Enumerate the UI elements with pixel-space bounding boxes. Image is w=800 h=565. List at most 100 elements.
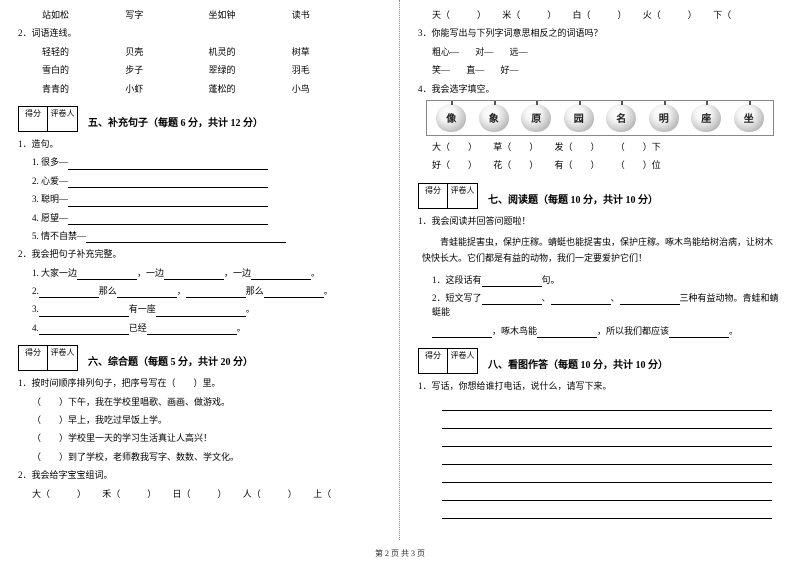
c: 粗心— xyxy=(432,45,459,59)
blank[interactable] xyxy=(68,177,268,188)
grader-label: 评卷人 xyxy=(48,345,78,371)
blank[interactable] xyxy=(39,287,99,298)
match-r-1: 羽毛 xyxy=(292,63,375,77)
blank[interactable] xyxy=(432,327,492,338)
blank[interactable] xyxy=(147,324,237,335)
c: 下（ xyxy=(713,8,731,22)
posture-3: 坐如钟 xyxy=(209,8,292,22)
t: ，一边 xyxy=(137,268,164,278)
apple-icon: 名 xyxy=(606,104,636,132)
q5-1-2: 3. 聪明— xyxy=(18,192,381,206)
blank[interactable] xyxy=(264,287,324,298)
q5-2: 2．我会把句子补充完整。 xyxy=(18,247,381,261)
char-row1: 天（ ） 米（ ） 白（ ） 火（ ） 下（ xyxy=(418,8,782,22)
q4-row1: 大（ ） 草（ ） 发（ ） （ ）下 xyxy=(418,140,782,154)
q4-row2: 好（ ） 花（ ） 有（ ） （ ）位 xyxy=(418,158,782,172)
posture-row: 站如松 写字 坐如钟 读书 xyxy=(18,8,381,22)
left-column: 站如松 写字 坐如钟 读书 2．词语连线。 轻轻的 贝壳 机灵的 树草 雪白的 … xyxy=(0,0,400,540)
apple-icon: 原 xyxy=(521,104,551,132)
q5-1-1-txt: 2. 心爱— xyxy=(32,176,68,186)
c: 人（ ） xyxy=(243,487,297,501)
writing-line[interactable] xyxy=(442,487,772,501)
q5-1-4-txt: 5. 情不自禁— xyxy=(32,231,86,241)
blank[interactable] xyxy=(482,276,542,287)
blank[interactable] xyxy=(669,327,729,338)
writing-line[interactable] xyxy=(442,397,772,411)
writing-line[interactable] xyxy=(442,433,772,447)
q2-label: 2．词语连线。 xyxy=(18,26,381,40)
score-label: 得分 xyxy=(418,348,448,374)
section-6-title: 六、综合题（每题 5 分，共计 20 分） xyxy=(88,353,381,368)
writing-line[interactable] xyxy=(442,469,772,483)
t: 那么 xyxy=(246,286,264,296)
match-m2-0: 机灵的 xyxy=(209,45,292,59)
t: 1. 大家一边 xyxy=(32,268,77,278)
t: ， xyxy=(177,286,186,296)
match-grid: 轻轻的 贝壳 机灵的 树草 雪白的 步子 翠绿的 羽毛 青青的 小虾 蓬松的 小… xyxy=(18,45,381,96)
blank[interactable] xyxy=(251,269,311,280)
apple-icon: 座 xyxy=(691,104,721,132)
posture-1: 站如松 xyxy=(42,8,125,22)
q6-1-3: （ ）到了学校，老师教我写字、数数、学文化。 xyxy=(18,450,381,464)
blank[interactable] xyxy=(68,196,268,207)
c: 发（ ） xyxy=(555,140,600,154)
q3-row1: 粗心— 对— 远— xyxy=(418,45,782,59)
q5-1-0: 1. 很多— xyxy=(18,155,381,169)
t: 、 xyxy=(611,293,620,303)
blank[interactable] xyxy=(117,287,177,298)
score-label: 得分 xyxy=(18,106,48,132)
t: ，所以我们都应该 xyxy=(597,326,669,336)
c: 大（ ） xyxy=(32,487,86,501)
c: 米（ ） xyxy=(502,8,556,22)
q6-1: 1．按时间顺序排列句子，把序号写在（ ）里。 xyxy=(18,376,381,390)
blank[interactable] xyxy=(620,294,680,305)
writing-line[interactable] xyxy=(442,451,772,465)
writing-line[interactable] xyxy=(442,415,772,429)
t: 、 xyxy=(542,293,551,303)
match-l-2: 青青的 xyxy=(42,82,125,96)
blank[interactable] xyxy=(537,327,597,338)
q5-1-1: 2. 心爱— xyxy=(18,174,381,188)
c: 草（ ） xyxy=(493,140,538,154)
t: 2. xyxy=(32,286,39,296)
t: 。 xyxy=(237,323,246,333)
match-l-0: 轻轻的 xyxy=(42,45,125,59)
q5-1: 1．造句。 xyxy=(18,137,381,151)
match-m2-2: 蓬松的 xyxy=(209,82,292,96)
blank[interactable] xyxy=(68,159,268,170)
match-m1-2: 小虾 xyxy=(125,82,208,96)
q5-1-2-txt: 3. 聪明— xyxy=(32,194,68,204)
c: 天（ ） xyxy=(432,8,486,22)
section-7-title: 七、阅读题（每题 10 分，共计 10 分） xyxy=(488,191,782,206)
t: ，啄木鸟能 xyxy=(492,326,537,336)
c: （ ）位 xyxy=(616,158,661,172)
c: 好— xyxy=(501,63,519,77)
t: 有一座 xyxy=(129,304,156,314)
apple-icon: 坐 xyxy=(734,104,764,132)
writing-line[interactable] xyxy=(442,505,772,519)
apple-icon: 象 xyxy=(479,104,509,132)
q7-item-1: 2．短文写了、、三种有益动物。青蛙和蜻蜓能 xyxy=(418,291,782,320)
c: （ ）下 xyxy=(616,140,661,154)
blank[interactable] xyxy=(68,214,268,225)
c: 上（ xyxy=(313,487,331,501)
blank[interactable] xyxy=(39,306,129,317)
blank[interactable] xyxy=(164,269,224,280)
apple-icon: 园 xyxy=(564,104,594,132)
blank[interactable] xyxy=(86,232,286,243)
t: 。 xyxy=(311,268,320,278)
blank[interactable] xyxy=(39,324,129,335)
t: 那么 xyxy=(99,286,117,296)
blank[interactable] xyxy=(186,287,246,298)
match-r-2: 小鸟 xyxy=(292,82,375,96)
q6-2-row1: 大（ ） 禾（ ） 日（ ） 人（ ） 上（ xyxy=(18,487,381,501)
blank[interactable] xyxy=(551,294,611,305)
t: 4. xyxy=(32,323,39,333)
blank[interactable] xyxy=(482,294,542,305)
blank[interactable] xyxy=(156,306,246,317)
c: 白（ ） xyxy=(573,8,627,22)
q5-2-3: 4.已经。 xyxy=(18,321,381,335)
c: 有（ ） xyxy=(555,158,600,172)
posture-4: 读书 xyxy=(292,8,375,22)
blank[interactable] xyxy=(77,269,137,280)
